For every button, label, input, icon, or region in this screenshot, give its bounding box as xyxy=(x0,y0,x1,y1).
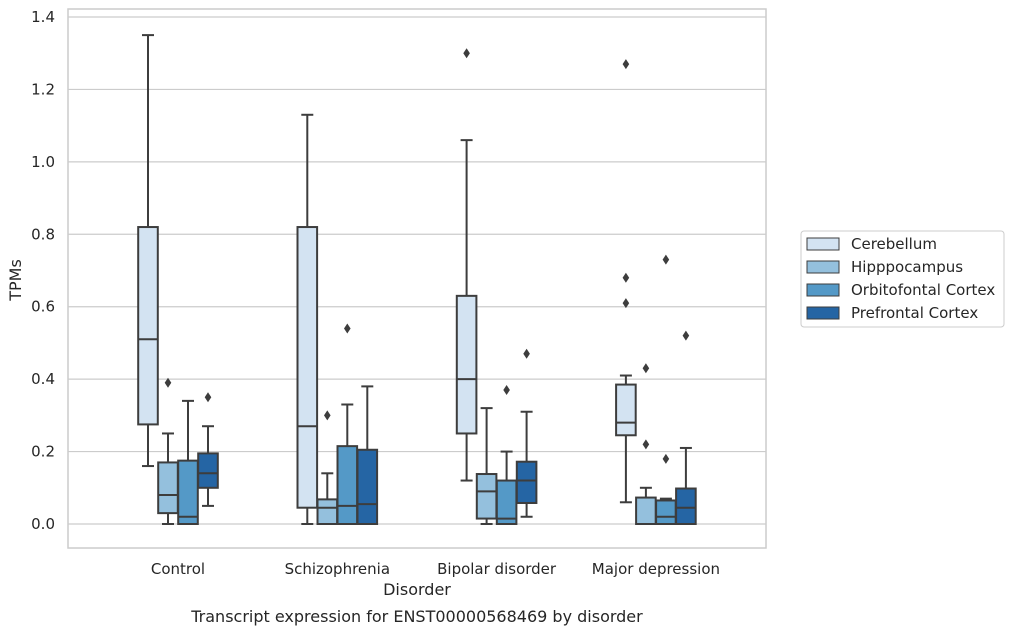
box-body xyxy=(615,383,637,437)
boxes xyxy=(137,34,697,526)
y-axis-label: TPMs xyxy=(6,259,25,302)
outlier-point xyxy=(204,392,212,403)
outlier-point xyxy=(662,453,670,464)
box-body xyxy=(197,452,219,489)
outlier-point xyxy=(344,323,351,334)
box-body xyxy=(475,473,498,520)
outlier-point xyxy=(622,272,630,283)
legend-frame xyxy=(800,230,1005,328)
outlier-point xyxy=(682,330,690,341)
outlier-point xyxy=(622,59,630,70)
box-body xyxy=(356,448,379,525)
box-3-1 xyxy=(356,385,379,525)
box-3-2 xyxy=(515,348,538,518)
x-tick-label: Schizophrenia xyxy=(285,560,390,578)
box-1-3 xyxy=(635,363,657,525)
x-axis-label: Disorder xyxy=(383,580,451,599)
legend-label: Orbitofontal Cortex xyxy=(851,281,995,299)
outlier-point xyxy=(523,348,530,359)
box-body xyxy=(157,461,179,515)
legend-label: Prefrontal Cortex xyxy=(851,304,978,322)
box-body xyxy=(336,445,359,525)
outlier-point xyxy=(463,48,470,59)
y-tick-label: 0.4 xyxy=(31,370,55,388)
legend-label: Hipppocampus xyxy=(851,258,963,276)
legend-swatch xyxy=(806,306,840,320)
box-0-2 xyxy=(455,48,478,482)
box-2-1 xyxy=(336,323,359,525)
outlier-point xyxy=(642,439,650,450)
box-1-2 xyxy=(475,407,498,525)
outlier-point xyxy=(642,363,650,374)
plot-frame xyxy=(67,8,767,549)
chart-caption: Transcript expression for ENST0000056846… xyxy=(190,607,643,626)
box-2-3 xyxy=(655,254,677,526)
y-tick-label: 0.2 xyxy=(31,443,55,461)
box-body xyxy=(635,496,657,525)
box-2-2 xyxy=(495,385,518,525)
box-0-1 xyxy=(296,113,319,525)
box-body xyxy=(515,460,538,504)
x-tick-labels: Control Schizophrenia Bipolar disorder Majo… xyxy=(151,560,720,578)
box-2-0 xyxy=(177,399,199,525)
box-body xyxy=(675,487,697,526)
box-1-1 xyxy=(316,410,339,526)
y-tick-label: 0.6 xyxy=(31,298,55,316)
box-body xyxy=(316,498,339,526)
legend: Cerebellum Hipppocampus Orbitofontal Corte… xyxy=(800,230,1005,328)
outlier-point xyxy=(622,298,630,309)
legend-swatch xyxy=(806,260,840,274)
x-tick-label: Control xyxy=(151,560,205,578)
x-tick-label: Bipolar disorder xyxy=(437,560,557,578)
box-0-3 xyxy=(615,59,637,504)
box-body xyxy=(137,226,159,426)
outlier-point xyxy=(503,385,510,396)
box-3-3 xyxy=(675,330,697,526)
outlier-point xyxy=(324,410,331,421)
box-body xyxy=(495,479,518,525)
legend-swatch xyxy=(806,237,840,251)
y-tick-label: 1.2 xyxy=(31,80,55,98)
y-tick-labels: 0.0 0.2 0.4 0.6 0.8 1.0 1.2 1.4 xyxy=(31,8,55,533)
box-body xyxy=(455,294,478,435)
box-3-0 xyxy=(197,392,219,507)
box-body xyxy=(655,499,677,526)
y-tick-label: 1.0 xyxy=(31,153,55,171)
legend-swatch xyxy=(806,283,840,297)
y-tick-label: 1.4 xyxy=(31,8,55,26)
outlier-point xyxy=(662,254,670,265)
y-tick-label: 0.8 xyxy=(31,225,55,243)
x-tick-label: Major depression xyxy=(592,560,720,578)
box-body xyxy=(177,459,199,525)
box-0-0 xyxy=(137,34,159,468)
box-body xyxy=(296,226,319,509)
outlier-point xyxy=(164,377,172,388)
legend-label: Cerebellum xyxy=(851,235,937,253)
y-tick-label: 0.0 xyxy=(31,515,55,533)
grid-lines xyxy=(68,16,766,525)
box-1-0 xyxy=(157,377,179,525)
